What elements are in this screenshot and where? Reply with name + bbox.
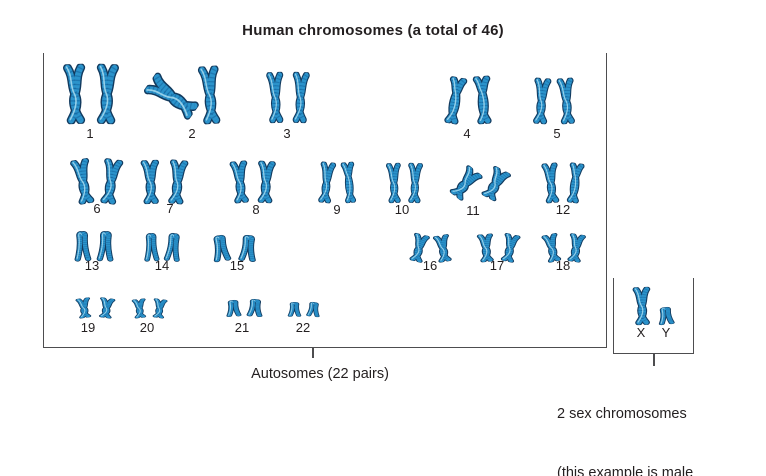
- sex-caption: 2 sex chromosomes (this example is male …: [557, 366, 762, 476]
- chromosome-21-1: [223, 299, 243, 317]
- pair-label-y: Y: [661, 325, 671, 340]
- pair-label-21: 21: [234, 320, 250, 335]
- pair-label-9: 9: [333, 202, 341, 217]
- chromosome-19-2: [95, 297, 119, 320]
- chromosome-7-2: [163, 159, 192, 205]
- pair-label-7: 7: [166, 201, 174, 216]
- chromosome-21-2: [244, 298, 265, 317]
- chromosome-x: [629, 287, 654, 326]
- chromosome-5-1: [528, 77, 554, 124]
- autosomes-box: [43, 53, 607, 348]
- sex-caption-line-2: (this example is male: [557, 464, 694, 476]
- pair-label-6: 6: [93, 201, 101, 216]
- pair-label-20: 20: [139, 320, 155, 335]
- chromosome-1-1: [59, 63, 91, 124]
- chromosome-3-2: [288, 72, 313, 124]
- pair-label-11: 11: [466, 203, 480, 218]
- pair-label-17: 17: [489, 258, 505, 273]
- pair-label-14: 14: [154, 258, 170, 273]
- pair-label-8: 8: [252, 202, 260, 217]
- pair-label-10: 10: [394, 202, 410, 217]
- chromosome-y: [655, 306, 677, 326]
- sex-caption-line-1: 2 sex chromosomes: [557, 406, 687, 422]
- chromosome-5-2: [553, 77, 579, 124]
- chromosome-22-2: [304, 301, 322, 318]
- chromosome-20-2: [149, 298, 170, 319]
- chromosome-8-1: [226, 160, 254, 204]
- chromosome-7-1: [137, 160, 164, 205]
- chromosome-19-1: [73, 297, 96, 320]
- pair-label-4: 4: [463, 126, 471, 141]
- chromosome-10-1: [383, 163, 404, 204]
- pair-label-18: 18: [555, 258, 571, 273]
- pair-label-12: 12: [555, 202, 571, 217]
- chromosome-1-2: [91, 63, 123, 124]
- pair-label-22: 22: [295, 320, 311, 335]
- chromosome-9-2: [337, 161, 360, 204]
- pair-label-13: 13: [84, 258, 100, 273]
- chromosome-4-2: [468, 75, 497, 125]
- pair-label-3: 3: [283, 126, 291, 141]
- chromosome-9-1: [314, 161, 339, 204]
- pair-label-1: 1: [86, 126, 94, 141]
- pair-label-15: 15: [229, 258, 245, 273]
- sex-pointer-line: [653, 353, 655, 366]
- pair-label-x: X: [636, 325, 646, 340]
- chromosome-8-2: [253, 160, 279, 203]
- pair-label-5: 5: [553, 126, 561, 141]
- autosomes-caption: Autosomes (22 pairs): [251, 366, 389, 382]
- chromosome-2-2: [194, 65, 226, 125]
- pair-label-16: 16: [422, 258, 438, 273]
- chromosome-10-2: [404, 163, 425, 204]
- chromosome-22-1: [286, 302, 303, 317]
- chromosome-12-1: [538, 162, 563, 204]
- diagram-title: Human chromosomes (a total of 46): [242, 22, 504, 39]
- chromosome-3-1: [263, 72, 288, 124]
- autosomes-pointer-line: [312, 347, 314, 358]
- pair-label-19: 19: [80, 320, 96, 335]
- pair-label-2: 2: [188, 126, 196, 141]
- chromosome-20-1: [129, 298, 150, 319]
